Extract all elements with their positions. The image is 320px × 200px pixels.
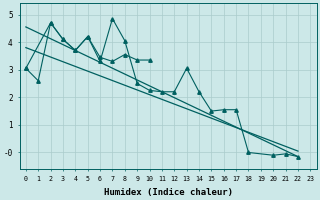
X-axis label: Humidex (Indice chaleur): Humidex (Indice chaleur) — [104, 188, 233, 197]
